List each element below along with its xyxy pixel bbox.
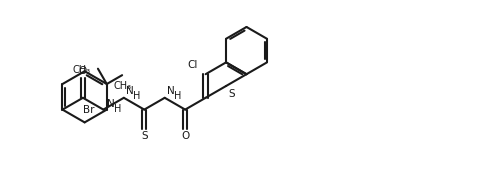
- Text: N: N: [125, 86, 133, 96]
- Text: Br: Br: [82, 105, 94, 115]
- Text: Cl: Cl: [187, 60, 197, 70]
- Text: S: S: [141, 131, 147, 141]
- Text: CH₃: CH₃: [113, 81, 131, 91]
- Text: O: O: [181, 131, 189, 141]
- Text: N: N: [166, 86, 174, 96]
- Text: S: S: [227, 89, 234, 99]
- Text: O: O: [79, 66, 87, 76]
- Text: H: H: [173, 91, 181, 101]
- Text: CH₃: CH₃: [73, 65, 91, 75]
- Text: N: N: [107, 99, 115, 109]
- Text: H: H: [114, 104, 122, 114]
- Text: H: H: [132, 91, 140, 101]
